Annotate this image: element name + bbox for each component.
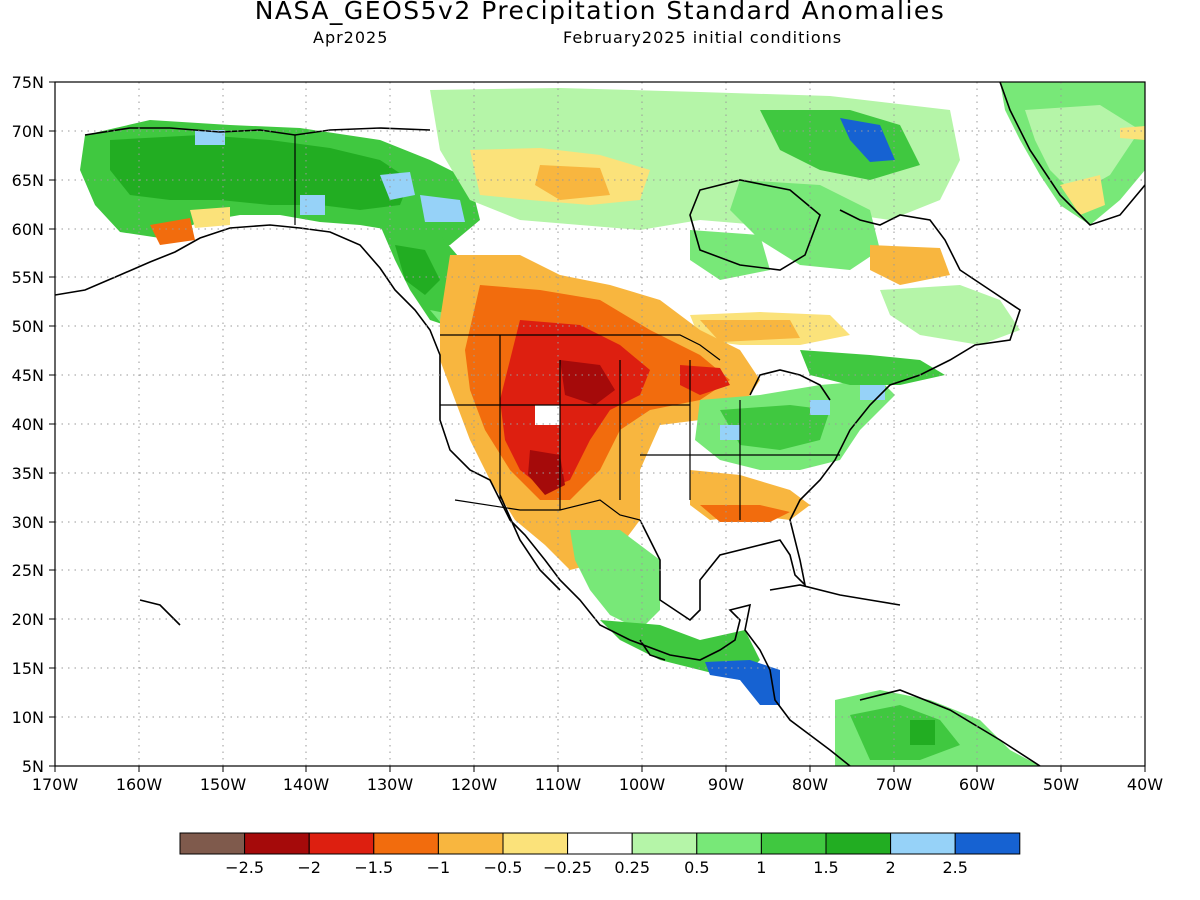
colorbar-swatch [179,832,246,855]
lon-label: 110W [535,775,582,794]
colorbar-label: 1 [756,858,766,877]
lat-label: 60N [12,220,44,239]
lon-label: 80W [792,775,828,794]
colorbar-label: 0.25 [614,858,650,877]
lon-label: 170W [32,775,79,794]
lat-label: 70N [12,122,44,141]
lon-label: 40W [1127,775,1163,794]
colorbar-swatch [244,832,310,855]
longitude-labels: 170W 160W 150W 140W 130W 120W 110W 100W … [32,775,1163,794]
lat-label: 25N [12,561,44,580]
colorbar-label: −2.5 [225,858,264,877]
anomaly-field [80,82,1145,766]
lat-label: 30N [12,513,44,532]
colorbar-swatch [502,832,569,855]
lat-label: 65N [12,171,44,190]
lat-label: 45N [12,366,44,385]
lat-label: 75N [12,73,44,92]
axis-ticks [49,81,1146,772]
colorbar-swatch [567,832,633,855]
lon-label: 90W [708,775,744,794]
map-title: NASA_GEOS5v2 Precipitation Standard Anom… [254,0,946,25]
lon-label: 50W [1043,775,1079,794]
colorbar-swatch [890,832,956,855]
lat-label: 5N [22,757,44,776]
lon-label: 140W [283,775,330,794]
lon-label: 70W [876,775,912,794]
colorbar-swatch [308,832,375,855]
lat-label: 10N [12,708,44,727]
colorbar-label: −1 [427,858,451,877]
lat-label: 50N [12,317,44,336]
lat-label: 15N [12,659,44,678]
lat-label: 55N [12,268,44,287]
colorbar-label: −2 [297,858,321,877]
lat-label: 35N [12,464,44,483]
lon-label: 160W [116,775,163,794]
colorbar-label: −0.25 [543,858,592,877]
colorbar-swatch [631,832,698,855]
colorbar-swatch [954,832,1021,855]
valid-month: Apr2025 [313,28,389,47]
colorbar-swatch [373,832,439,855]
colorbar-swatches [179,832,1021,855]
lat-label: 40N [12,415,44,434]
latitude-labels: 75N 70N 65N 60N 55N 50N 45N 40N 35N 30N … [12,73,44,776]
colorbar-swatch [760,832,827,855]
colorbar-label: 1.5 [813,858,838,877]
lat-label: 20N [12,610,44,629]
lon-label: 150W [200,775,247,794]
colorbar-label: 2 [886,858,896,877]
colorbar-swatch [696,832,762,855]
lon-label: 130W [367,775,414,794]
lon-label: 60W [959,775,995,794]
colorbar: −2.5 −2 −1.5 −1 −0.5 −0.25 0.25 0.5 1 1.5 2 2.5 [179,832,1021,877]
colorbar-labels: −2.5 −2 −1.5 −1 −0.5 −0.25 0.25 0.5 1 1.5 2 2.5 [225,858,968,877]
colorbar-label: −0.5 [484,858,523,877]
lon-label: 100W [619,775,666,794]
colorbar-label: 2.5 [942,858,967,877]
colorbar-swatch [437,832,504,855]
colorbar-swatch [825,832,892,855]
coastlines [55,82,1145,766]
colorbar-label: 0.5 [684,858,709,877]
colorbar-label: −1.5 [354,858,393,877]
lon-label: 120W [451,775,498,794]
initial-conditions: February2025 initial conditions [563,28,843,47]
political-boundaries [294,135,840,521]
